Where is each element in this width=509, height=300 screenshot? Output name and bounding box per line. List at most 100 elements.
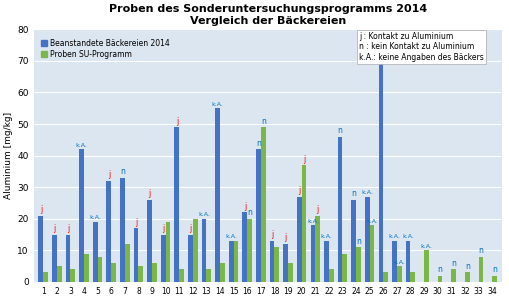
- Bar: [125, 244, 129, 282]
- Text: k.A.: k.A.: [402, 234, 413, 239]
- Bar: [43, 272, 48, 282]
- Bar: [56, 266, 62, 282]
- Bar: [396, 266, 401, 282]
- Text: n: n: [260, 117, 265, 126]
- Bar: [242, 212, 247, 282]
- Bar: [355, 247, 360, 282]
- Text: j: j: [148, 189, 151, 198]
- Text: n: n: [355, 237, 360, 246]
- Bar: [179, 269, 184, 282]
- Text: n: n: [437, 265, 442, 274]
- Text: j: j: [135, 218, 137, 227]
- Text: k.A.: k.A.: [388, 234, 400, 239]
- Bar: [283, 244, 288, 282]
- Text: n: n: [450, 259, 455, 268]
- Text: j: j: [298, 186, 300, 195]
- Text: j : Kontakt zu Aluminium
n : kein Kontakt zu Aluminium
k.A.: keine Angaben des B: j : Kontakt zu Aluminium n : kein Kontak…: [358, 32, 483, 62]
- Bar: [383, 272, 387, 282]
- Bar: [351, 200, 355, 282]
- Text: k.A.: k.A.: [225, 234, 237, 239]
- Bar: [93, 222, 97, 282]
- Text: k.A.: k.A.: [320, 234, 332, 239]
- Text: j: j: [162, 224, 164, 233]
- Bar: [52, 235, 56, 282]
- Bar: [437, 276, 442, 282]
- Text: j: j: [379, 34, 381, 43]
- Text: j: j: [270, 230, 273, 239]
- Text: n: n: [351, 189, 355, 198]
- Text: j: j: [67, 224, 69, 233]
- Text: n: n: [120, 167, 125, 176]
- Bar: [152, 263, 156, 282]
- Text: k.A.: k.A.: [361, 190, 373, 195]
- Bar: [206, 269, 211, 282]
- Text: n: n: [256, 139, 261, 148]
- Bar: [138, 266, 143, 282]
- Text: n: n: [247, 208, 251, 217]
- Text: n: n: [464, 262, 469, 271]
- Bar: [133, 228, 138, 282]
- Bar: [215, 108, 219, 282]
- Bar: [256, 149, 260, 282]
- Bar: [79, 149, 84, 282]
- Bar: [38, 216, 43, 282]
- Bar: [364, 197, 369, 282]
- Bar: [229, 241, 233, 282]
- Title: Proben des Sonderuntersuchungsprogramms 2014
Vergleich der Bäckereien: Proben des Sonderuntersuchungsprogramms …: [108, 4, 426, 26]
- Bar: [337, 137, 342, 282]
- Text: j: j: [40, 205, 42, 214]
- Text: k.A.: k.A.: [392, 260, 405, 265]
- Bar: [120, 178, 125, 282]
- Text: j: j: [284, 233, 286, 242]
- Bar: [219, 263, 224, 282]
- Bar: [165, 222, 170, 282]
- Bar: [160, 235, 165, 282]
- Bar: [260, 127, 265, 282]
- Text: j: j: [53, 224, 55, 233]
- Bar: [378, 45, 383, 282]
- Text: k.A.: k.A.: [420, 244, 432, 249]
- Bar: [296, 197, 301, 282]
- Bar: [188, 235, 192, 282]
- Text: j: j: [189, 224, 191, 233]
- Bar: [324, 241, 328, 282]
- Text: j: j: [243, 202, 245, 211]
- Bar: [328, 269, 333, 282]
- Bar: [342, 254, 347, 282]
- Bar: [477, 257, 483, 282]
- Bar: [174, 127, 179, 282]
- Bar: [192, 219, 197, 282]
- Text: j: j: [316, 205, 318, 214]
- Bar: [288, 263, 292, 282]
- Bar: [310, 225, 315, 282]
- Text: j: j: [107, 170, 110, 179]
- Bar: [369, 225, 374, 282]
- Text: k.A.: k.A.: [89, 215, 101, 220]
- Bar: [464, 272, 469, 282]
- Bar: [97, 257, 102, 282]
- Text: k.A.: k.A.: [306, 218, 318, 224]
- Bar: [247, 219, 251, 282]
- Bar: [405, 241, 410, 282]
- Bar: [410, 272, 414, 282]
- Bar: [315, 216, 320, 282]
- Bar: [106, 181, 111, 282]
- Text: n: n: [491, 265, 496, 274]
- Bar: [70, 269, 75, 282]
- Bar: [201, 219, 206, 282]
- Bar: [450, 269, 455, 282]
- Bar: [66, 235, 70, 282]
- Text: n: n: [337, 126, 342, 135]
- Bar: [301, 165, 306, 282]
- Legend: Beanstandete Bäckereien 2014, Proben SU-Programm: Beanstandete Bäckereien 2014, Proben SU-…: [38, 36, 172, 62]
- Bar: [269, 241, 274, 282]
- Y-axis label: Aluminium [mg/kg]: Aluminium [mg/kg]: [4, 112, 13, 199]
- Bar: [233, 241, 238, 282]
- Bar: [147, 200, 152, 282]
- Bar: [391, 241, 396, 282]
- Bar: [274, 247, 279, 282]
- Text: k.A.: k.A.: [365, 218, 377, 224]
- Text: j: j: [302, 154, 304, 164]
- Bar: [491, 276, 496, 282]
- Text: j: j: [176, 117, 178, 126]
